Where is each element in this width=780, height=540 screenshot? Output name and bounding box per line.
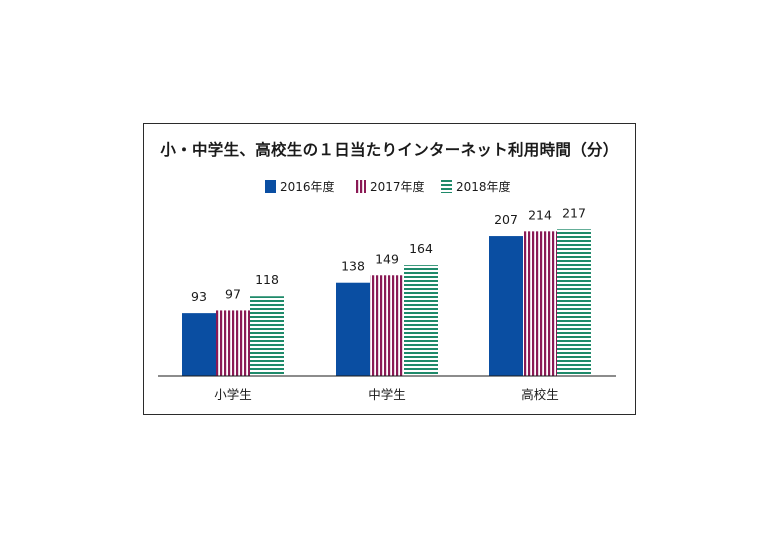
x-tick-label: 高校生 xyxy=(521,387,559,402)
data-label: 214 xyxy=(528,207,552,222)
legend-label: 2017年度 xyxy=(370,179,425,194)
data-label: 97 xyxy=(225,286,241,301)
x-tick-label: 中学生 xyxy=(368,387,406,402)
chart-title: 小・中学生、高校生の１日当たりインターネット利用時間（分） xyxy=(160,141,619,159)
bar xyxy=(250,296,284,376)
bar xyxy=(370,275,404,376)
bar xyxy=(336,282,370,376)
legend: 2016年度 2017年度 2018年度 xyxy=(265,179,511,194)
data-label: 93 xyxy=(191,289,207,304)
legend-swatch xyxy=(355,180,366,193)
data-label: 138 xyxy=(341,259,365,274)
data-label: 207 xyxy=(494,212,518,227)
legend-swatch xyxy=(265,180,276,193)
x-tick-label: 小学生 xyxy=(214,387,252,402)
data-label: 118 xyxy=(255,272,279,287)
legend-swatch xyxy=(441,180,452,193)
legend-label: 2018年度 xyxy=(456,179,511,194)
bar xyxy=(216,310,250,376)
bar xyxy=(182,313,216,376)
data-label: 164 xyxy=(409,241,433,256)
bar xyxy=(557,229,591,376)
bar xyxy=(404,265,438,376)
bars-layer: 93 138 207 97 149 214 118 164 217 xyxy=(182,205,591,376)
bar xyxy=(489,236,523,376)
data-label: 149 xyxy=(375,251,399,266)
bar xyxy=(523,231,557,376)
legend-label: 2016年度 xyxy=(280,179,335,194)
data-label: 217 xyxy=(562,205,586,220)
x-axis-labels: 小学生 中学生 高校生 xyxy=(214,387,559,402)
